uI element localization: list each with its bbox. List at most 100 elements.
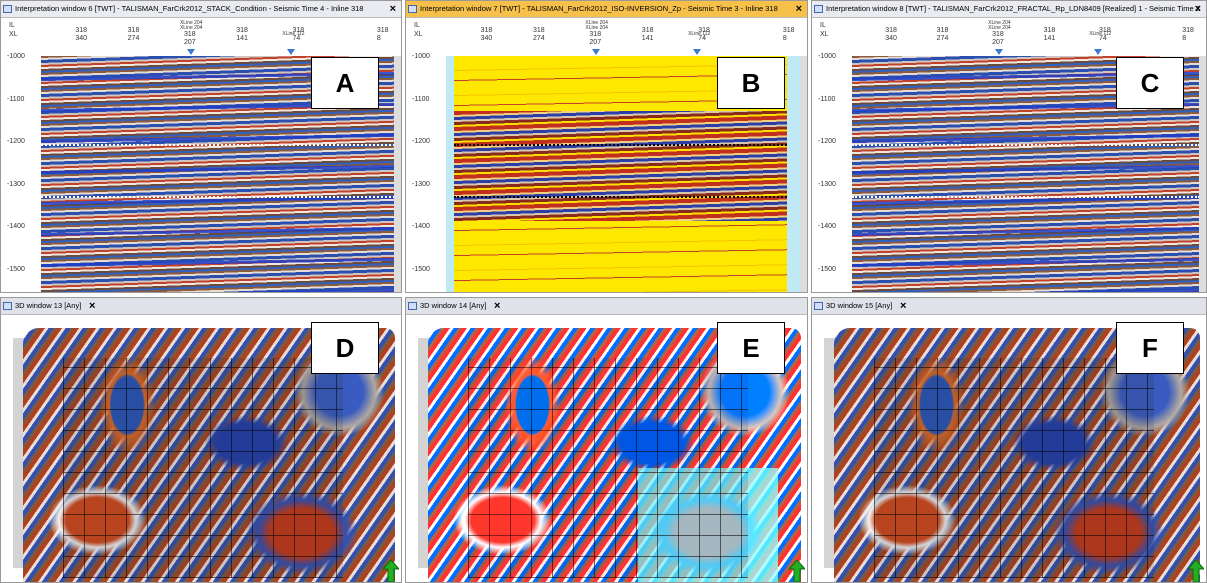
window-icon xyxy=(814,5,823,13)
arrow-shape xyxy=(1188,560,1204,582)
panel-label: C xyxy=(1116,57,1184,109)
depth-tick: -1200 xyxy=(7,138,25,145)
north-arrow xyxy=(1188,560,1204,582)
il-value: 318 xyxy=(1044,27,1056,34)
il-value: 318 xyxy=(75,27,87,34)
screen: Interpretation window 6 [TWT] - TALISMAN… xyxy=(0,0,1207,583)
title-bar: Interpretation window 8 [TWT] - TALISMAN… xyxy=(812,1,1206,18)
il-value: 318 xyxy=(937,27,949,34)
xl-value: 340 xyxy=(75,35,87,42)
title-bar: Interpretation window 6 [TWT] - TALISMAN… xyxy=(1,1,401,18)
scrollbar xyxy=(800,56,807,293)
depth-tick: -1300 xyxy=(412,181,430,188)
panel-label: F xyxy=(1116,322,1184,374)
depth-tick: -1300 xyxy=(818,181,836,188)
il-label: IL xyxy=(9,22,15,29)
close-button[interactable]: × xyxy=(1195,1,1201,17)
il-label: IL xyxy=(820,22,826,29)
horizon-dotted xyxy=(454,196,787,198)
north-arrow xyxy=(789,560,805,582)
xl-value: 207 xyxy=(589,39,601,46)
il-value: 318 xyxy=(1182,27,1194,34)
tab-bar: 3D window 14 [Any] xyxy=(406,298,807,315)
xl-value: 141 xyxy=(1044,35,1056,42)
depth-tick: -1500 xyxy=(7,266,25,273)
il-value: 318 xyxy=(377,27,389,34)
close-button[interactable]: × xyxy=(390,1,396,17)
close-button[interactable]: × xyxy=(796,1,802,17)
il-value: 318 xyxy=(885,27,897,34)
tab-title: 3D window 15 [Any] xyxy=(826,301,892,310)
xl-value: 141 xyxy=(236,35,248,42)
depth-tick: -1500 xyxy=(818,266,836,273)
il-value: 318 xyxy=(589,31,601,38)
xl-value: 340 xyxy=(885,35,897,42)
xl-value: 141 xyxy=(642,35,654,42)
scrollbar xyxy=(1199,56,1206,293)
panel-label: B xyxy=(717,57,785,109)
depth-tick: -1100 xyxy=(818,96,835,103)
north-arrow xyxy=(383,560,399,582)
3d-window: 3D window 15 [Any] × F xyxy=(811,297,1207,583)
xl-value: 340 xyxy=(481,35,493,42)
horizon-dotted xyxy=(454,144,787,146)
il-value: 318 xyxy=(783,27,795,34)
grid-overlay xyxy=(874,358,1154,578)
depth-tick: -1500 xyxy=(412,266,430,273)
xl-value: 274 xyxy=(937,35,949,42)
marker-triangle xyxy=(592,49,600,55)
window-title: Interpretation window 7 [TWT] - TALISMAN… xyxy=(420,4,778,13)
title-bar: Interpretation window 7 [TWT] - TALISMAN… xyxy=(406,1,807,18)
panel-label: D xyxy=(311,322,379,374)
close-button[interactable]: × xyxy=(900,298,906,314)
marker-triangle xyxy=(287,49,295,55)
window-icon xyxy=(3,302,12,310)
scrollbar xyxy=(394,56,401,293)
marker-triangle xyxy=(1094,49,1102,55)
horizon-dotted xyxy=(852,144,1200,146)
window-icon xyxy=(3,5,12,13)
arrow-shape xyxy=(789,560,805,582)
depth-tick: -1300 xyxy=(7,181,25,188)
window-icon xyxy=(814,302,823,310)
il-value: 318 xyxy=(533,27,545,34)
xline-marker: XLine 112 xyxy=(1089,31,1111,37)
marker-triangle xyxy=(995,49,1003,55)
xline-marker: XLine 204 xyxy=(585,25,608,31)
close-button[interactable]: × xyxy=(494,298,500,314)
il-value: 318 xyxy=(128,27,140,34)
depth-tick: -1200 xyxy=(412,138,430,145)
tab-bar: 3D window 13 [Any] xyxy=(1,298,401,315)
panel-label: A xyxy=(311,57,379,109)
xl-label: XL xyxy=(414,31,423,38)
il-value: 318 xyxy=(236,27,248,34)
grid-overlay xyxy=(63,358,343,578)
window-title: Interpretation window 6 [TWT] - TALISMAN… xyxy=(15,4,363,13)
il-value: 318 xyxy=(642,27,654,34)
marker-triangle xyxy=(187,49,195,55)
xline-marker: XLine 112 xyxy=(282,31,304,37)
xline-marker: XLine 204 xyxy=(180,25,203,31)
workspace: Interpretation window 6 [TWT] - TALISMAN… xyxy=(0,0,1207,583)
xl-value: 8 xyxy=(1182,35,1186,42)
depth-tick: -1000 xyxy=(818,53,836,60)
window-title: Interpretation window 8 [TWT] - TALISMAN… xyxy=(826,4,1200,13)
xl-value: 207 xyxy=(184,39,196,46)
depth-tick: -1000 xyxy=(412,53,430,60)
panel-label: E xyxy=(717,322,785,374)
depth-tick: -1100 xyxy=(7,96,24,103)
close-button[interactable]: × xyxy=(89,298,95,314)
xl-value: 8 xyxy=(377,35,381,42)
xline-marker: XLine 112 xyxy=(688,31,710,37)
depth-tick: -1400 xyxy=(818,223,836,230)
inversion-band xyxy=(454,111,787,221)
xl-value: 274 xyxy=(128,35,140,42)
arrow-shape xyxy=(383,560,399,582)
interpretation-window: Interpretation window 7 [TWT] - TALISMAN… xyxy=(405,0,808,293)
il-value: 318 xyxy=(992,31,1004,38)
horizon-dotted xyxy=(41,196,395,198)
il-value: 318 xyxy=(184,31,196,38)
tab-title: 3D window 13 [Any] xyxy=(15,301,81,310)
window-icon xyxy=(408,302,417,310)
xl-value: 8 xyxy=(783,35,787,42)
